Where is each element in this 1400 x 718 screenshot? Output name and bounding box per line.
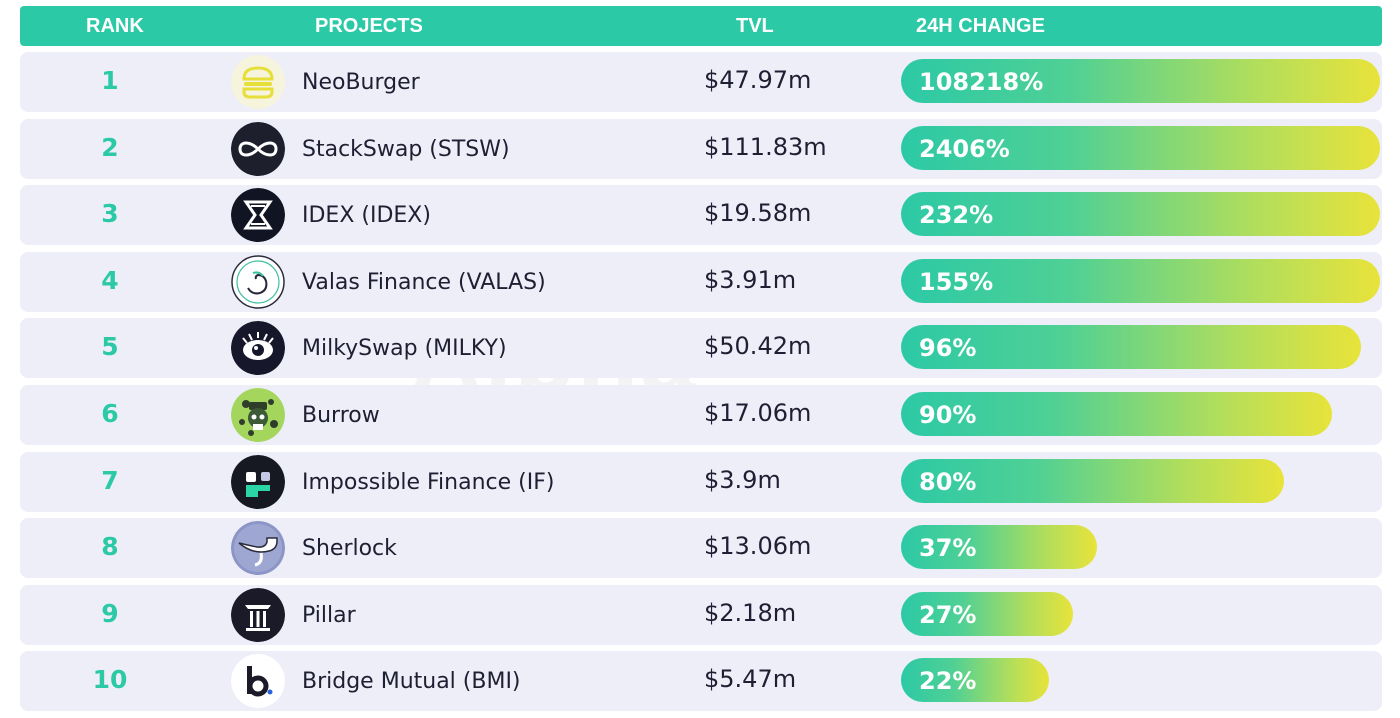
rank-value: 4 [101, 265, 119, 295]
tvl-value: $3.9m [704, 465, 781, 494]
change-bar-label: 22% [919, 667, 977, 696]
impossible-finance-logo-icon [231, 454, 285, 509]
rank-value: 5 [101, 332, 119, 362]
change-bar: 2406% [901, 125, 1380, 170]
change-bar-label: 37% [919, 534, 977, 563]
rank-value: 2 [101, 132, 119, 162]
change-bar: 108218% [901, 59, 1380, 103]
project-name: StackSwap (STSW) [302, 136, 510, 162]
rank-value: 10 [92, 665, 128, 695]
tvl-column-header: TVL [736, 15, 774, 37]
change-bar: 232% [901, 192, 1380, 237]
project-name: Burrow [302, 403, 380, 428]
table-row: 4 Valas Finance (VALAS) $3.91m 155% [20, 251, 1382, 312]
milkyswap-logo-icon [231, 321, 285, 376]
change-bar: 80% [901, 458, 1284, 503]
change-bar: 90% [901, 392, 1332, 436]
pillar-logo-icon [231, 587, 285, 642]
project-name: Sherlock [302, 536, 397, 562]
idex-logo-icon [231, 188, 285, 243]
change-bar-label: 2406% [919, 134, 1010, 163]
change-bar-label: 96% [919, 334, 977, 363]
change-bar-label: 232% [919, 201, 994, 230]
valas-logo-icon [231, 255, 285, 309]
tvl-value: $19.58m [704, 199, 812, 228]
tvl-value: $17.06m [704, 399, 812, 427]
rank-column-header: RANK [86, 15, 144, 37]
change-bar: 27% [901, 591, 1073, 636]
tvl-value: $47.97m [704, 66, 812, 94]
rank-value: 1 [101, 66, 119, 95]
table-row: 6 Burrow $17.06m 90% [20, 385, 1382, 445]
change-column-header: 24H CHANGE [916, 15, 1045, 37]
tvl-value: $3.91m [704, 265, 797, 294]
sherlock-logo-icon [231, 521, 285, 576]
change-bar: 37% [901, 525, 1097, 570]
rank-value: 6 [101, 399, 119, 428]
change-bar-label: 108218% [919, 68, 1044, 96]
table-row: 3 IDEX (IDEX) $19.58m 232% [20, 185, 1382, 246]
burrow-logo-icon [231, 388, 285, 442]
stackswap-logo-icon [231, 121, 285, 176]
rank-value: 9 [101, 598, 119, 628]
project-name: IDEX (IDEX) [302, 203, 431, 229]
neoburger-logo-icon [231, 55, 285, 109]
tvl-value: $2.18m [704, 598, 797, 627]
project-name: Pillar [302, 602, 356, 628]
change-bar: 155% [901, 258, 1380, 303]
table-row: 9 Pillar $2.18m 27% [20, 584, 1382, 645]
project-name: NeoBurger [302, 70, 420, 95]
change-bar-label: 27% [919, 600, 977, 629]
table-row: 8 Sherlock $13.06m 37% [20, 518, 1382, 579]
rank-value: 8 [101, 532, 119, 562]
table-row: 2 StackSwap (STSW) $111.83m 2406% [20, 118, 1382, 179]
project-name: Impossible Finance (IF) [302, 469, 555, 495]
project-name: Bridge Mutual (BMI) [302, 669, 521, 695]
table-header: RANK PROJECTS TVL 24H CHANGE [20, 6, 1382, 46]
tvl-value: $50.42m [704, 332, 812, 361]
table-row: 5 MilkySwap (MILKY) $50.42m 96% [20, 318, 1382, 379]
rank-value: 3 [101, 199, 119, 229]
change-bar-label: 80% [919, 467, 977, 496]
tvl-value: $13.06m [704, 532, 812, 561]
tvl-value: $5.47m [704, 665, 797, 694]
projects-column-header: PROJECTS [315, 15, 423, 37]
change-bar-label: 90% [919, 401, 977, 429]
rank-value: 7 [101, 465, 119, 495]
tvl-value: $111.83m [704, 132, 827, 161]
change-bar-label: 155% [919, 267, 994, 296]
project-name: Valas Finance (VALAS) [302, 269, 546, 295]
bridge-mutual-logo-icon [231, 654, 285, 709]
project-name: MilkySwap (MILKY) [302, 336, 507, 362]
table-row: 1 NeoBurger $47.97m 108218% [20, 52, 1382, 112]
table-row: 10 Bridge Mutual (BMI) $5.47m 22% [20, 651, 1382, 712]
change-bar: 22% [901, 658, 1049, 703]
table-row: 7 Impossible Finance (IF) $3.9m 80% [20, 451, 1382, 512]
change-bar: 96% [901, 325, 1361, 370]
